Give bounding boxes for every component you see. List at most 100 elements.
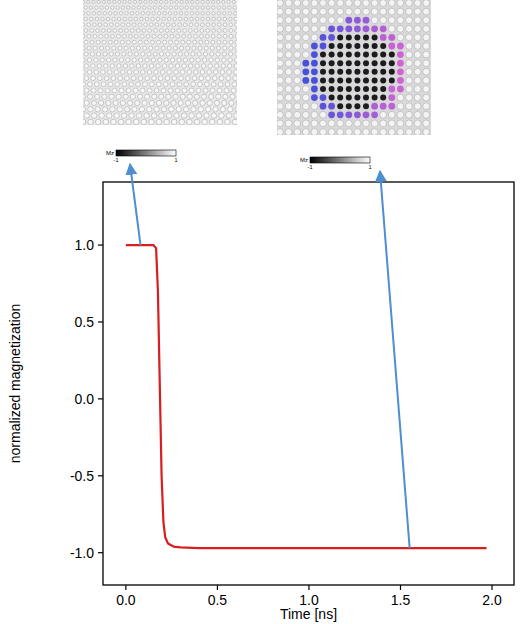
spin [145,94,150,99]
spin [183,107,188,112]
spin [337,0,344,6]
spin [203,88,208,93]
spin [216,52,220,56]
spin [103,119,109,125]
spin [294,129,301,135]
spin [423,129,430,135]
spin [183,29,187,33]
spin [96,40,100,44]
spin [199,40,203,44]
spin [111,34,115,38]
figure: 0.00.51.01.52.0-1.0-0.50.00.51.0Time [ns… [0,0,521,624]
spin [149,46,153,50]
spin [147,70,152,75]
spin [329,43,335,49]
spin [206,17,210,21]
spin [141,12,144,15]
spin [311,129,318,135]
spin [95,17,99,21]
spin [302,103,309,110]
spin [95,94,100,99]
spin [328,103,335,110]
spin [229,100,234,105]
spin [354,86,360,92]
spin [152,12,155,15]
spin [99,34,103,38]
spin [231,88,236,93]
spin [92,12,95,15]
spin [114,70,119,75]
spin [112,88,117,93]
spin [223,34,227,38]
spin [133,119,139,125]
spin [234,58,237,62]
spin [229,40,233,44]
spin [302,17,309,24]
spin [363,77,369,83]
spin [179,17,183,21]
spin [397,0,404,6]
spin [134,17,138,21]
spin [233,70,237,75]
spin [200,70,205,75]
spin [94,82,99,87]
spin [285,60,292,67]
spin [212,29,216,33]
spin [397,34,404,41]
spin [302,129,309,135]
y-tick [98,398,103,399]
spin [294,94,301,101]
spin [227,70,232,75]
spin [109,94,114,99]
spin [354,34,360,40]
spin [397,129,404,135]
spin [423,77,430,84]
spin [337,17,344,24]
x-tick [400,585,401,590]
spin [223,40,227,44]
colorbar-tick-label: -1 [308,164,313,170]
spin [221,64,226,69]
spin [311,25,318,32]
spin [194,119,200,125]
spin [329,95,335,101]
spin [380,17,387,24]
spin [423,34,430,41]
spin [363,86,369,92]
spin [234,113,237,118]
spin [406,43,413,50]
spin [380,95,386,101]
spin [164,119,170,125]
spin [223,46,227,50]
spin [115,23,119,27]
spin [235,40,237,44]
spin [201,6,204,9]
spin [423,103,430,110]
spin [91,64,96,69]
spin [294,25,301,32]
spin [98,12,101,15]
spin [136,12,139,15]
spin [91,100,96,105]
spin [190,58,194,62]
spin [311,60,318,67]
spin [119,58,123,62]
spin [213,107,218,112]
spin [142,82,147,87]
spin [285,0,292,6]
spin [217,29,221,33]
spin [363,95,369,101]
spin [112,46,116,50]
spin [328,17,335,24]
spin [194,70,199,75]
spin [111,119,117,125]
spin [354,77,360,83]
spin [149,64,154,69]
spin [192,76,197,81]
spin [130,64,135,69]
spin [354,17,361,24]
spin [232,0,235,3]
spin [159,52,163,56]
spin [371,25,378,32]
spin [153,6,156,9]
